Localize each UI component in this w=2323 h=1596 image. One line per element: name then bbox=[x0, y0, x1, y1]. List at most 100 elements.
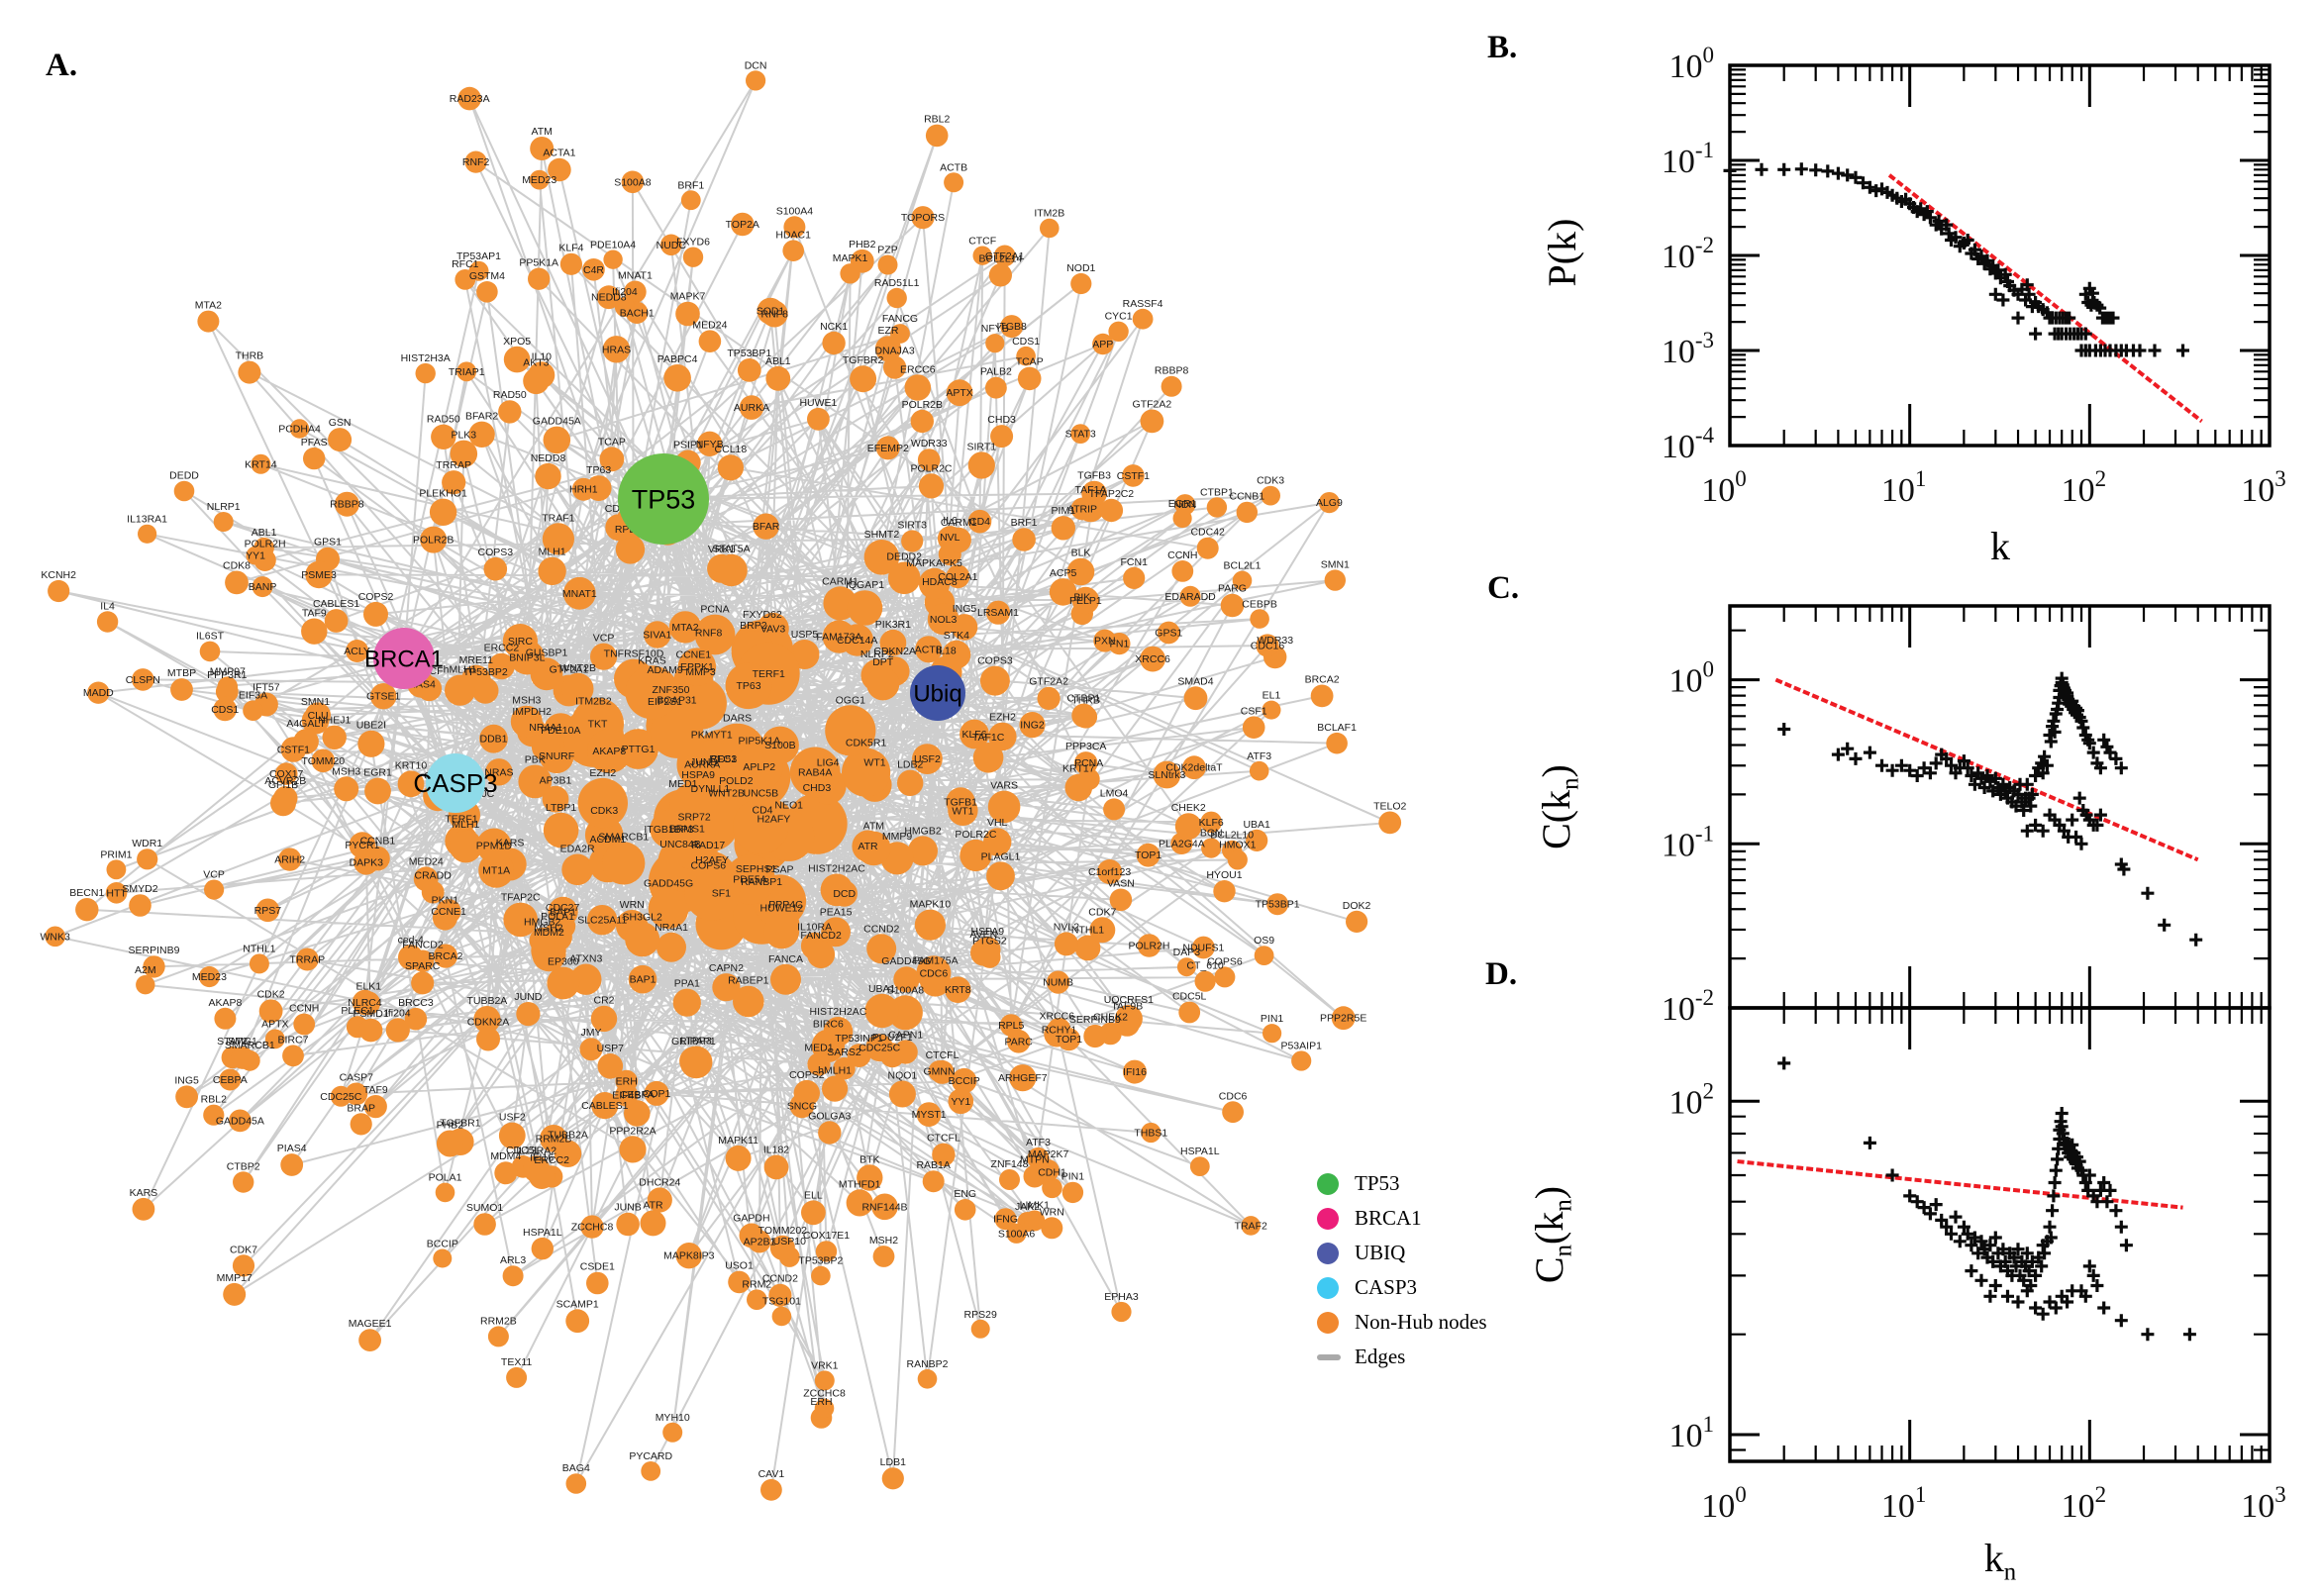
network-node bbox=[1109, 888, 1133, 912]
network-node-label: GSN bbox=[329, 417, 352, 429]
network-node-label: ENG bbox=[954, 1188, 976, 1200]
network-node bbox=[778, 1247, 800, 1267]
network-node bbox=[725, 853, 775, 905]
network-node-label: CTBP1 bbox=[1066, 693, 1100, 705]
network-node bbox=[429, 498, 457, 526]
network-node bbox=[760, 1478, 782, 1501]
network-node-label: KRT8 bbox=[945, 984, 971, 996]
network-node bbox=[305, 560, 333, 589]
network-node-label: PSME3 bbox=[301, 569, 337, 581]
network-node bbox=[305, 702, 331, 729]
network-node bbox=[498, 400, 522, 424]
network-node-label: BFAR bbox=[753, 521, 780, 533]
network-node-label: PZP bbox=[877, 245, 897, 256]
network-node-label: KLF6 bbox=[961, 729, 986, 741]
network-node bbox=[979, 665, 1010, 696]
network-node bbox=[675, 301, 700, 327]
network-node-label: CSDE1 bbox=[580, 1261, 615, 1273]
network-node-label: EGR1 bbox=[363, 767, 392, 779]
network-node-label: PPP3R1 bbox=[207, 669, 247, 681]
network-node-label: HMOX1 bbox=[1219, 839, 1257, 850]
network-node-label: PCDHA4 bbox=[278, 424, 321, 436]
network-node bbox=[535, 462, 561, 490]
network-node-label: BTK bbox=[859, 1153, 879, 1165]
network-node bbox=[577, 777, 628, 829]
network-node-label: DEDD2 bbox=[886, 551, 922, 563]
network-node-label: MAP2K7 bbox=[1028, 1148, 1069, 1160]
network-node bbox=[282, 1045, 304, 1067]
network-node-label: PCNA bbox=[1074, 757, 1103, 769]
network-node-label: CDC5L bbox=[506, 1145, 541, 1156]
network-node bbox=[456, 361, 477, 382]
network-node bbox=[363, 601, 388, 627]
network-node bbox=[1122, 464, 1145, 487]
network-node bbox=[278, 848, 302, 871]
network-node-label: ERH bbox=[810, 1396, 832, 1408]
network-node bbox=[364, 777, 391, 805]
network-node-label: STAT3 bbox=[217, 1036, 248, 1047]
panel-label-b: B. bbox=[1487, 30, 1518, 65]
scatter-points bbox=[1777, 671, 2203, 947]
network-node bbox=[811, 1029, 846, 1063]
network-node-label: AURKA bbox=[734, 402, 769, 414]
network-node-label: C1orf123 bbox=[1088, 866, 1131, 878]
network-node-label: TOP1 bbox=[1135, 849, 1162, 861]
network-node bbox=[763, 913, 800, 949]
network-node bbox=[1040, 218, 1060, 239]
network-node bbox=[447, 1128, 474, 1156]
network-node bbox=[821, 917, 851, 948]
network-node-label: PIAS4 bbox=[406, 679, 436, 691]
network-node-label: PFAS bbox=[301, 437, 328, 449]
network-node bbox=[1183, 686, 1208, 711]
hub-node-brca1 bbox=[373, 628, 435, 689]
network-node-label: H2AFY bbox=[695, 854, 729, 866]
network-node-label: MTBP bbox=[167, 667, 196, 679]
network-node-label: CDC25C bbox=[858, 1043, 900, 1054]
network-node-label: PLK3 bbox=[451, 430, 476, 442]
network-node-label: RBBP8 bbox=[330, 499, 364, 511]
network-node bbox=[783, 216, 806, 239]
tick-label: 10-1 bbox=[1662, 821, 1714, 863]
network-node-label: CLSPN bbox=[126, 674, 160, 686]
network-node-label: NR4A1 bbox=[529, 722, 562, 734]
network-node-label: ING2 bbox=[1020, 720, 1045, 732]
network-node-label: TNFRSF10C bbox=[435, 788, 495, 800]
network-node-label: IL182 bbox=[763, 1145, 789, 1156]
network-node bbox=[1066, 557, 1095, 586]
network-node-label: CHD3 bbox=[803, 782, 832, 794]
network-node bbox=[893, 966, 920, 993]
network-node-label: PBK bbox=[525, 754, 546, 766]
network-node-label: USF2 bbox=[499, 1112, 526, 1124]
network-node-label: C4R bbox=[583, 264, 604, 276]
network-node bbox=[253, 692, 278, 717]
network-node-label: TP53BP1 bbox=[727, 348, 771, 359]
network-node bbox=[87, 681, 110, 704]
network-node-label: CCNB1 bbox=[1230, 491, 1265, 503]
network-node-label: SARS2 bbox=[827, 1047, 861, 1058]
network-node-label: MMP9 bbox=[882, 831, 912, 843]
network-node-label: ATRIP bbox=[1067, 504, 1097, 516]
network-node bbox=[1108, 633, 1131, 655]
network-node-label: MED1 bbox=[804, 1042, 833, 1053]
network-node bbox=[529, 169, 550, 190]
network-node bbox=[1099, 498, 1124, 523]
network-node bbox=[675, 449, 701, 476]
network-node-label: TERF1 bbox=[753, 668, 785, 680]
network-node bbox=[857, 831, 891, 866]
network-node bbox=[782, 240, 804, 261]
network-node-label: ARIH2 bbox=[274, 854, 305, 866]
network-node-label: PLEKHO1 bbox=[419, 488, 467, 500]
network-node-label: UBA1 bbox=[868, 983, 896, 995]
network-node-label: PDE10A4 bbox=[590, 240, 636, 251]
network-node-label: ATM bbox=[863, 821, 884, 833]
network-node-label: ARHGEF7 bbox=[998, 1072, 1048, 1084]
network-node bbox=[354, 849, 379, 875]
network-node bbox=[644, 621, 671, 648]
network-node-labels: CSTF1POLR2CPOLR2BAPTXHIST2H2ACGTF2A1ING5… bbox=[41, 59, 1407, 1480]
nonhub-dot-icon bbox=[1317, 1311, 1339, 1334]
network-node-label: SMARCB1 bbox=[598, 831, 649, 843]
network-node bbox=[708, 723, 766, 781]
network-node bbox=[707, 553, 737, 583]
network-node-label: OGG1 bbox=[836, 694, 866, 706]
network-node bbox=[1176, 957, 1196, 977]
